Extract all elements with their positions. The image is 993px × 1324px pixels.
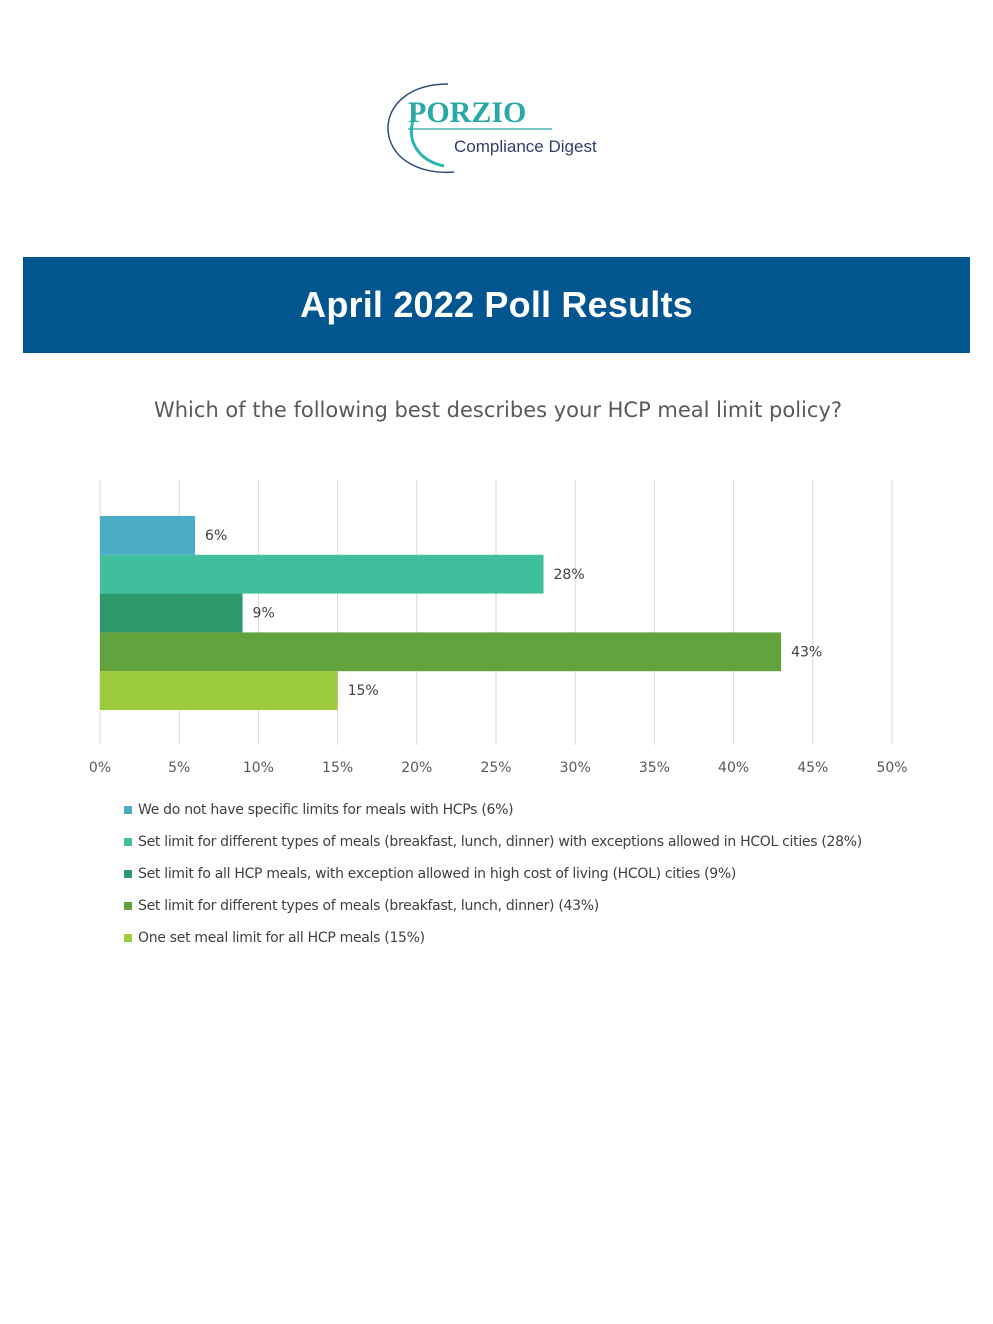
legend-swatch bbox=[124, 934, 132, 942]
bar-value-label: 6% bbox=[205, 528, 227, 544]
bar bbox=[100, 671, 338, 710]
x-tick-label: 0% bbox=[89, 760, 111, 776]
legend-label: Set limit for different types of meals (… bbox=[138, 834, 862, 850]
x-tick-label: 10% bbox=[243, 760, 274, 776]
legend-swatch bbox=[124, 870, 132, 878]
x-axis-ticks: 0% 5% 10% 15% 20% 25% 30% 35% 40% 45% 50% bbox=[89, 760, 908, 776]
bar bbox=[100, 516, 196, 555]
legend-label: Set limit fo all HCP meals, with excepti… bbox=[138, 866, 737, 882]
legend-swatch bbox=[124, 838, 132, 846]
legend-swatch bbox=[124, 902, 132, 910]
legend-item: Set limit for different types of meals (… bbox=[124, 890, 862, 922]
bar bbox=[100, 593, 243, 633]
bar-value-label: 15% bbox=[348, 683, 379, 699]
legend-label: Set limit for different types of meals (… bbox=[138, 898, 599, 914]
x-tick-label: 20% bbox=[401, 760, 432, 776]
logo-brand: PORZIO bbox=[408, 96, 526, 129]
legend-swatch bbox=[124, 806, 132, 814]
logo-tagline: Compliance Digest bbox=[454, 137, 597, 156]
x-tick-label: 40% bbox=[718, 760, 749, 776]
x-tick-label: 30% bbox=[560, 760, 591, 776]
logo-swoosh bbox=[387, 83, 455, 174]
legend-item: One set meal limit for all HCP meals (15… bbox=[124, 922, 862, 954]
legend-label: We do not have specific limits for meals… bbox=[138, 802, 514, 818]
bar-chart: 6% 28% 9% 43% 15% 0% 5% 10% 15% 20% 25% 30% 35% 40% 4… bbox=[89, 480, 908, 776]
logo-swoosh-accent bbox=[409, 117, 445, 168]
bar-value-label: 9% bbox=[253, 606, 275, 622]
bars bbox=[100, 516, 782, 710]
x-tick-label: 35% bbox=[639, 760, 670, 776]
banner-title: April 2022 Poll Results bbox=[300, 284, 693, 325]
legend-item: Set limit fo all HCP meals, with excepti… bbox=[124, 858, 862, 890]
x-tick-label: 5% bbox=[168, 760, 190, 776]
bar bbox=[100, 554, 544, 594]
bar-value-label: 28% bbox=[554, 567, 585, 583]
x-tick-label: 25% bbox=[480, 760, 511, 776]
porzio-logo: PORZIO Compliance Digest bbox=[387, 83, 597, 174]
legend-item: Set limit for different types of meals (… bbox=[124, 826, 862, 858]
banner: April 2022 Poll Results bbox=[23, 257, 970, 353]
bar-value-label: 43% bbox=[791, 644, 822, 660]
bar bbox=[100, 632, 782, 672]
legend: We do not have specific limits for meals… bbox=[124, 794, 862, 954]
x-tick-label: 15% bbox=[322, 760, 353, 776]
x-tick-label: 50% bbox=[876, 760, 907, 776]
x-tick-label: 45% bbox=[797, 760, 828, 776]
chart-title: Which of the following best describes yo… bbox=[153, 398, 843, 422]
legend-label: One set meal limit for all HCP meals (15… bbox=[138, 930, 425, 946]
bar-labels: 6% 28% 9% 43% 15% bbox=[205, 528, 822, 699]
legend-item: We do not have specific limits for meals… bbox=[124, 794, 862, 826]
